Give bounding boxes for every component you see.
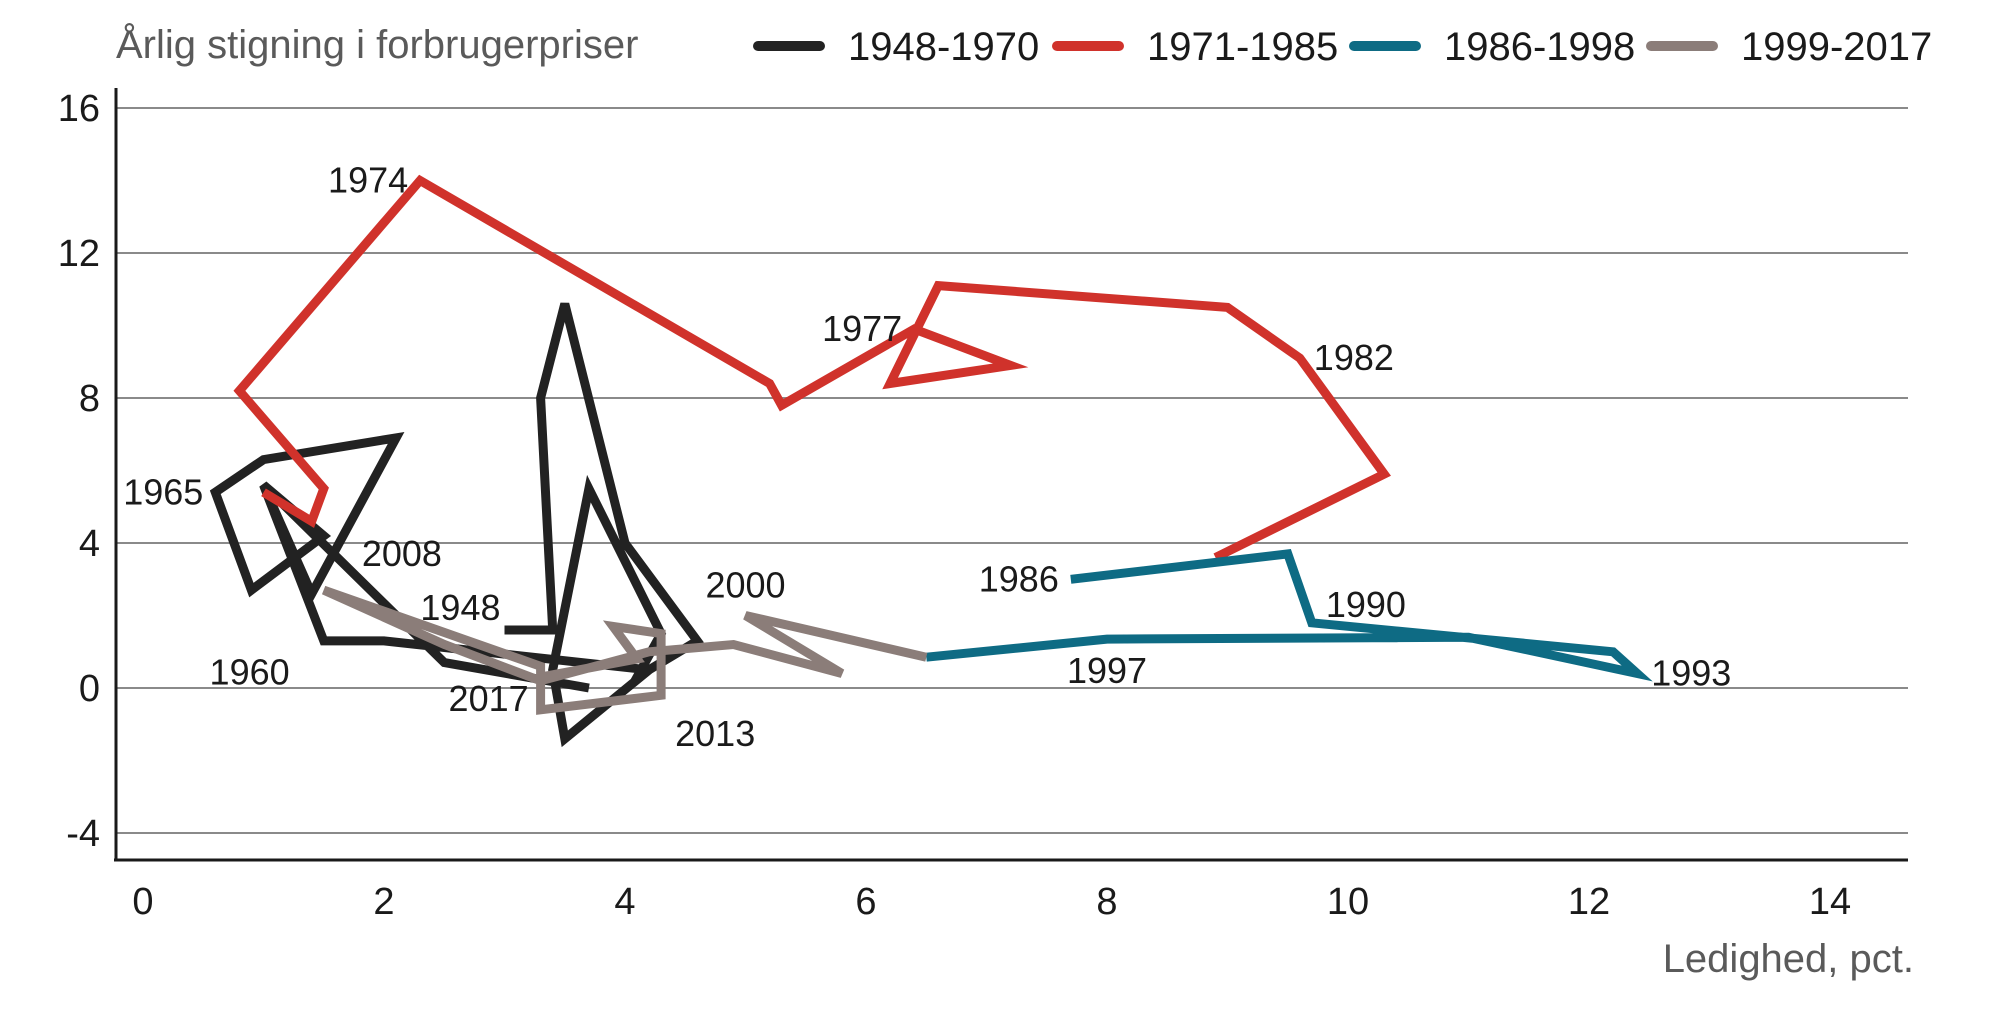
x-tick-label: 10: [1327, 881, 1369, 923]
y-tick-label: -4: [66, 813, 100, 855]
y-axis-title: Årlig stigning i forbrugerpriser: [116, 22, 638, 67]
legend-label-1948-1970: 1948-1970: [848, 25, 1039, 69]
annotation-year-1965: 1965: [123, 471, 203, 512]
legend-label-1999-2017: 1999-2017: [1741, 25, 1932, 69]
x-axis-title: Ledighed, pct.: [1663, 937, 1914, 981]
x-tick-label: 6: [855, 881, 876, 923]
series-lines: [209, 174, 1653, 748]
gridlines: [116, 107, 1908, 834]
x-tick-label: 2: [373, 881, 394, 923]
y-tick-label: 16: [58, 88, 100, 130]
y-tick-label: 0: [79, 668, 100, 710]
annotation-year-1982: 1982: [1314, 337, 1394, 378]
y-tick-label: 12: [58, 233, 100, 275]
annotation-year-1974: 1974: [328, 160, 408, 201]
x-tick-label: 0: [132, 881, 153, 923]
x-tick-label: 4: [614, 881, 635, 923]
x-tick-label: 14: [1809, 881, 1851, 923]
series-line-1999-2017: [321, 585, 928, 715]
annotation-year-2013: 2013: [675, 713, 755, 754]
series-line-1986-1998: [925, 549, 1653, 682]
legend: 1948-1970 1971-1985 1986-1998 1999-2017: [753, 25, 1932, 69]
year-annotations: 1974 1977 1982 1965 2008 1948 1960 2017 2013 2000…: [123, 160, 1731, 754]
annotation-year-1948: 1948: [420, 587, 500, 628]
annotation-year-1960: 1960: [210, 652, 290, 693]
axes: -4 0 4 8 12 16 0 2 4 6 8 10 12 14: [58, 88, 1908, 923]
y-tick-label: 8: [79, 378, 100, 420]
annotation-year-2008: 2008: [362, 533, 442, 574]
annotation-year-1977: 1977: [822, 308, 902, 349]
annotation-year-1990: 1990: [1326, 584, 1406, 625]
annotation-year-1997: 1997: [1067, 650, 1147, 691]
y-tick-label: 4: [79, 523, 100, 565]
legend-label-1971-1985: 1971-1985: [1147, 25, 1338, 69]
annotation-year-1986: 1986: [979, 558, 1059, 599]
annotation-year-1993: 1993: [1651, 653, 1731, 694]
x-tick-label: 12: [1568, 881, 1610, 923]
x-tick-label: 8: [1096, 881, 1117, 923]
legend-label-1986-1998: 1986-1998: [1444, 25, 1635, 69]
annotation-year-2000: 2000: [705, 565, 785, 606]
series-line-1971-1985: [233, 174, 1391, 562]
annotation-year-2017: 2017: [449, 678, 529, 719]
